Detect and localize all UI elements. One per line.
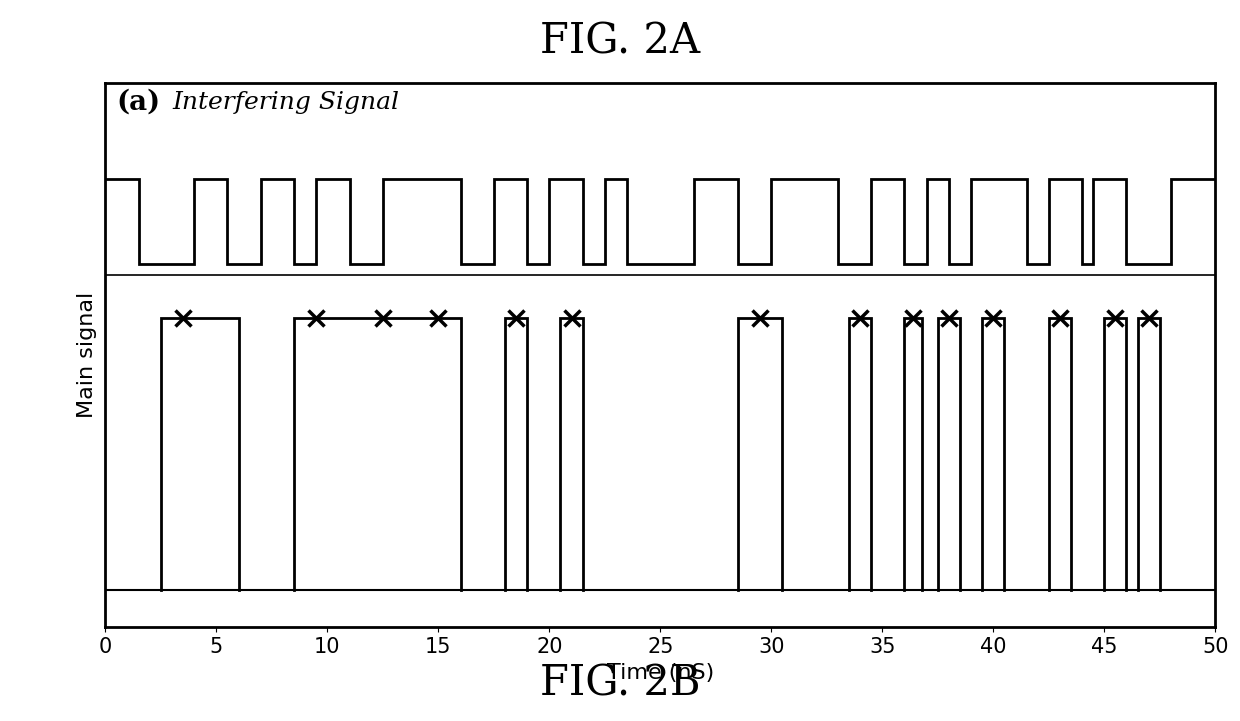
Y-axis label: Main signal: Main signal <box>77 292 97 418</box>
Text: Interfering Signal: Interfering Signal <box>172 91 399 114</box>
Text: FIG. 2B: FIG. 2B <box>539 662 701 704</box>
Text: (a): (a) <box>117 89 161 115</box>
Text: FIG. 2A: FIG. 2A <box>539 21 701 63</box>
X-axis label: Time (nS): Time (nS) <box>606 663 714 683</box>
